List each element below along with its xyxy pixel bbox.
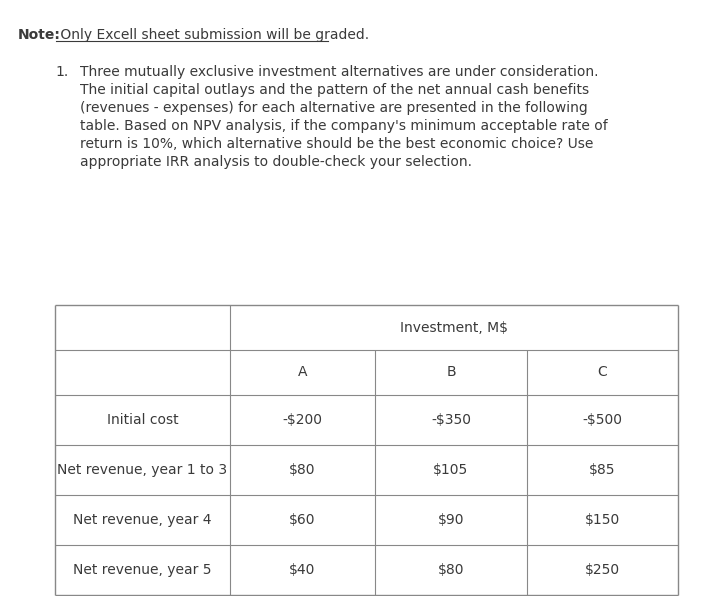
Text: $80: $80 — [289, 463, 316, 477]
Text: Net revenue, year 1 to 3: Net revenue, year 1 to 3 — [58, 463, 228, 477]
Text: $85: $85 — [589, 463, 616, 477]
Text: Investment, M$: Investment, M$ — [400, 321, 508, 334]
Text: -$200: -$200 — [282, 413, 323, 427]
Text: appropriate IRR analysis to double-check your selection.: appropriate IRR analysis to double-check… — [80, 155, 472, 169]
Text: Net revenue, year 4: Net revenue, year 4 — [73, 513, 212, 527]
Text: (revenues - expenses) for each alternative are presented in the following: (revenues - expenses) for each alternati… — [80, 101, 588, 115]
Text: return is 10%, which alternative should be the best economic choice? Use: return is 10%, which alternative should … — [80, 137, 593, 151]
Text: C: C — [598, 365, 608, 380]
Text: $80: $80 — [438, 563, 464, 577]
Text: -$350: -$350 — [431, 413, 471, 427]
Text: 1.: 1. — [55, 65, 68, 79]
Text: The initial capital outlays and the pattern of the net annual cash benefits: The initial capital outlays and the patt… — [80, 83, 589, 97]
Text: Only Excell sheet submission will be graded.: Only Excell sheet submission will be gra… — [56, 28, 369, 42]
Text: $150: $150 — [585, 513, 620, 527]
Text: $90: $90 — [438, 513, 464, 527]
Text: A: A — [298, 365, 307, 380]
Text: B: B — [446, 365, 456, 380]
Text: $60: $60 — [289, 513, 316, 527]
Text: $105: $105 — [433, 463, 469, 477]
Text: $40: $40 — [289, 563, 315, 577]
Text: $250: $250 — [585, 563, 620, 577]
Text: Three mutually exclusive investment alternatives are under consideration.: Three mutually exclusive investment alte… — [80, 65, 598, 79]
Text: -$500: -$500 — [582, 413, 623, 427]
Text: Net revenue, year 5: Net revenue, year 5 — [73, 563, 212, 577]
Text: Note:: Note: — [18, 28, 61, 42]
Text: Initial cost: Initial cost — [107, 413, 179, 427]
Text: table. Based on NPV analysis, if the company's minimum acceptable rate of: table. Based on NPV analysis, if the com… — [80, 119, 608, 133]
